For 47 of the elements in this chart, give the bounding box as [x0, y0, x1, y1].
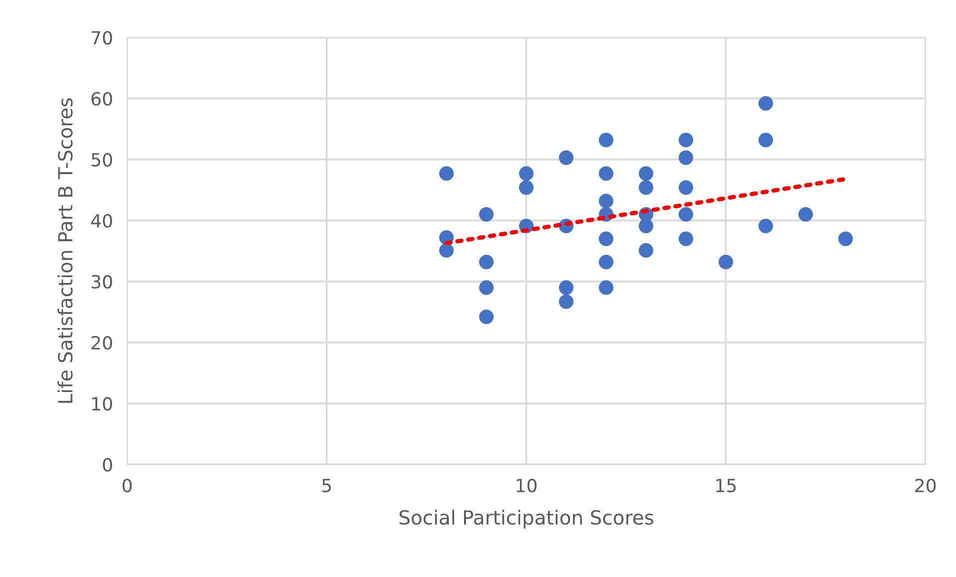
x-tick-label: 10 [516, 478, 537, 492]
point [598, 232, 614, 246]
point [638, 243, 654, 258]
point [638, 166, 654, 181]
point [638, 218, 654, 234]
y-tick-label: 30 [92, 274, 112, 289]
y-tick-label: 10 [92, 396, 112, 411]
point [678, 150, 694, 165]
point [598, 254, 614, 270]
x-tick-label: 20 [915, 478, 936, 492]
x-tick-label: 0 [122, 478, 132, 492]
point [598, 132, 614, 148]
point [558, 294, 574, 309]
point [479, 254, 494, 270]
point [558, 280, 574, 295]
point [598, 280, 614, 295]
y-tick-label: 50 [92, 152, 112, 167]
point [678, 232, 694, 246]
point [479, 280, 494, 295]
y-tick-label: 70 [92, 30, 112, 45]
y-tick-label: 20 [92, 336, 112, 350]
point [758, 132, 774, 148]
x-axis-title: Social Participation Scores [400, 510, 654, 529]
point [678, 207, 694, 222]
point [838, 232, 853, 246]
point [598, 166, 614, 181]
point [758, 96, 774, 111]
point [479, 310, 494, 324]
y-tick-label: 60 [92, 92, 112, 106]
point [598, 194, 614, 208]
point [558, 150, 574, 165]
y-tick-label: 0 [102, 458, 112, 472]
x-tick-label: 5 [322, 478, 331, 492]
point [518, 166, 534, 181]
point [479, 207, 494, 222]
point [798, 207, 813, 222]
point [439, 166, 454, 181]
point [678, 132, 694, 148]
y-axis-title: Life Satisfaction Part B T-Scores [58, 98, 73, 403]
point [638, 180, 654, 195]
point [678, 180, 694, 195]
x-tick-label: 15 [716, 478, 736, 492]
point [518, 180, 534, 195]
y-tick-label: 40 [91, 214, 112, 228]
point [718, 254, 734, 270]
point [758, 218, 774, 234]
point [439, 243, 454, 258]
